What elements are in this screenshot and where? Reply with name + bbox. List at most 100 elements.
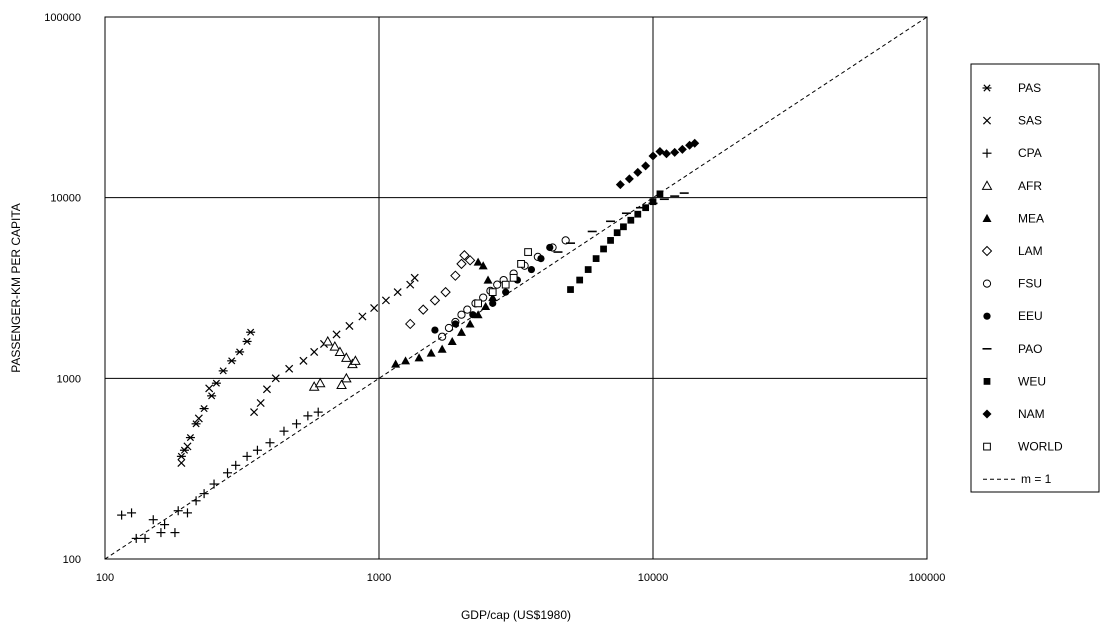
data-point <box>517 260 525 268</box>
data-point <box>670 147 680 157</box>
data-point <box>117 510 127 520</box>
data-point <box>194 414 203 423</box>
data-point <box>613 229 621 237</box>
data-point <box>649 198 657 206</box>
data-point <box>183 442 192 451</box>
data-point <box>292 419 302 429</box>
data-point <box>431 326 439 334</box>
data-point <box>440 286 451 298</box>
gridlines <box>105 17 927 559</box>
data-point <box>509 273 518 282</box>
legend-label-lam: LAM <box>1018 244 1043 258</box>
data-point <box>437 344 447 353</box>
data-point <box>624 174 634 184</box>
data-point <box>456 327 466 336</box>
data-point <box>299 356 308 365</box>
x-tick-label: 1000 <box>367 572 391 584</box>
x-axis-label: GDP/cap (US$1980) <box>461 608 571 622</box>
data-point <box>607 237 614 244</box>
data-point <box>176 452 186 460</box>
series-afr <box>308 335 361 391</box>
data-point <box>393 288 402 297</box>
data-point <box>592 255 600 262</box>
data-point <box>218 367 228 375</box>
data-point <box>481 301 491 311</box>
legend-label-fsu: FSU <box>1018 277 1042 291</box>
data-point <box>207 392 217 400</box>
data-point <box>473 257 483 266</box>
data-point <box>418 304 429 315</box>
data-point <box>567 286 574 293</box>
data-point <box>633 167 643 177</box>
data-point <box>444 323 454 333</box>
series-weu <box>567 190 664 293</box>
data-point <box>336 379 347 389</box>
legend-label-pao: PAO <box>1018 342 1042 356</box>
legend-label-nam: NAM <box>1018 407 1045 421</box>
data-point <box>414 353 424 362</box>
legend-swatch-eeu <box>983 312 991 320</box>
y-axis-label: PASSENGER-KM PER CAPITA <box>9 203 23 373</box>
data-point <box>271 374 280 383</box>
data-point <box>661 149 671 159</box>
data-point <box>600 245 607 253</box>
data-point <box>313 407 323 417</box>
data-point <box>235 348 245 356</box>
data-point <box>561 236 570 245</box>
data-point <box>478 261 488 270</box>
data-point <box>488 293 498 302</box>
data-point <box>262 385 271 394</box>
data-point <box>479 293 488 302</box>
data-point <box>177 458 186 468</box>
data-point <box>310 347 319 356</box>
data-point <box>620 223 627 231</box>
data-point <box>381 296 390 305</box>
x-tick-label: 10000 <box>638 572 669 584</box>
legend-label-world: WORLD <box>1018 440 1063 454</box>
data-point <box>429 295 441 306</box>
data-point <box>641 161 651 171</box>
data-point <box>370 303 379 313</box>
data-point <box>677 144 687 154</box>
series-lam <box>405 250 476 330</box>
data-point <box>279 426 289 436</box>
legend-swatch-nam <box>982 409 992 419</box>
data-point <box>127 508 137 518</box>
data-point <box>447 336 457 346</box>
data-point <box>358 312 367 321</box>
data-point <box>493 280 502 289</box>
data-point <box>329 340 341 351</box>
data-point <box>246 328 256 336</box>
data-point <box>426 348 436 357</box>
data-point <box>524 248 532 256</box>
axis-ticks: 100 1000 10000 100000 100 1000 10000 100000 <box>44 12 945 584</box>
data-point <box>656 190 664 198</box>
data-point <box>256 399 265 408</box>
legend-swatch-cpa <box>982 148 992 158</box>
data-point <box>527 265 536 274</box>
data-point <box>456 258 467 270</box>
legend-swatch-weu <box>983 378 991 385</box>
data-point <box>502 288 510 296</box>
legend-swatch-lam <box>981 245 993 257</box>
y-tick-label: 100 <box>63 554 81 566</box>
data-point <box>450 270 461 281</box>
data-point <box>501 280 510 289</box>
data-point <box>463 305 472 314</box>
legend-swatch-sas <box>982 116 992 125</box>
data-point <box>211 379 221 387</box>
data-point <box>252 445 262 455</box>
data-point <box>205 384 214 393</box>
data-point <box>265 438 275 448</box>
plot-area-border <box>104 16 928 560</box>
legend-label-weu: WEU <box>1018 374 1046 388</box>
legend-swatch-fsu <box>982 279 992 288</box>
data-point <box>410 273 419 282</box>
legend-label-afr: AFR <box>1018 179 1042 193</box>
data-point <box>642 204 650 212</box>
data-point <box>156 528 166 538</box>
legend-box <box>970 63 1100 493</box>
legend-swatch-mea <box>982 213 992 222</box>
legend-label-sas: SAS <box>1018 114 1042 128</box>
